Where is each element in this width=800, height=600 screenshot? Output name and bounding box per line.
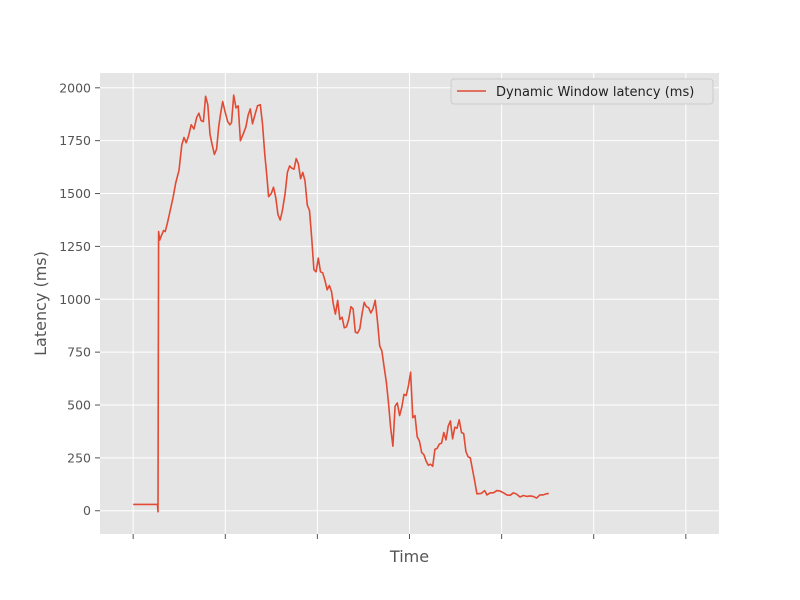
y-tick-label: 2000: [59, 80, 91, 95]
series-line: [133, 94, 549, 513]
y-tick-label: 0: [83, 503, 91, 518]
legend-box: [450, 78, 714, 105]
y-axis-label: Latency (ms): [31, 251, 50, 356]
y-axis: 0 250 500 750 1000 1250 1500 1750 2000: [59, 80, 100, 518]
x-axis: [132, 534, 687, 539]
y-tick-label: 1000: [59, 292, 91, 307]
legend-entry: Dynamic Window latency (ms): [496, 85, 694, 100]
y-tick-label: 250: [67, 450, 91, 465]
y-tick-label: 1750: [59, 133, 91, 148]
x-axis-label: Time: [389, 547, 429, 566]
y-tick-label: 1500: [59, 186, 91, 201]
y-tick-label: 500: [67, 398, 91, 413]
legend: Dynamic Window latency (ms): [450, 78, 714, 105]
y-tick-label: 750: [67, 345, 91, 360]
y-tick-label: 1250: [59, 239, 91, 254]
